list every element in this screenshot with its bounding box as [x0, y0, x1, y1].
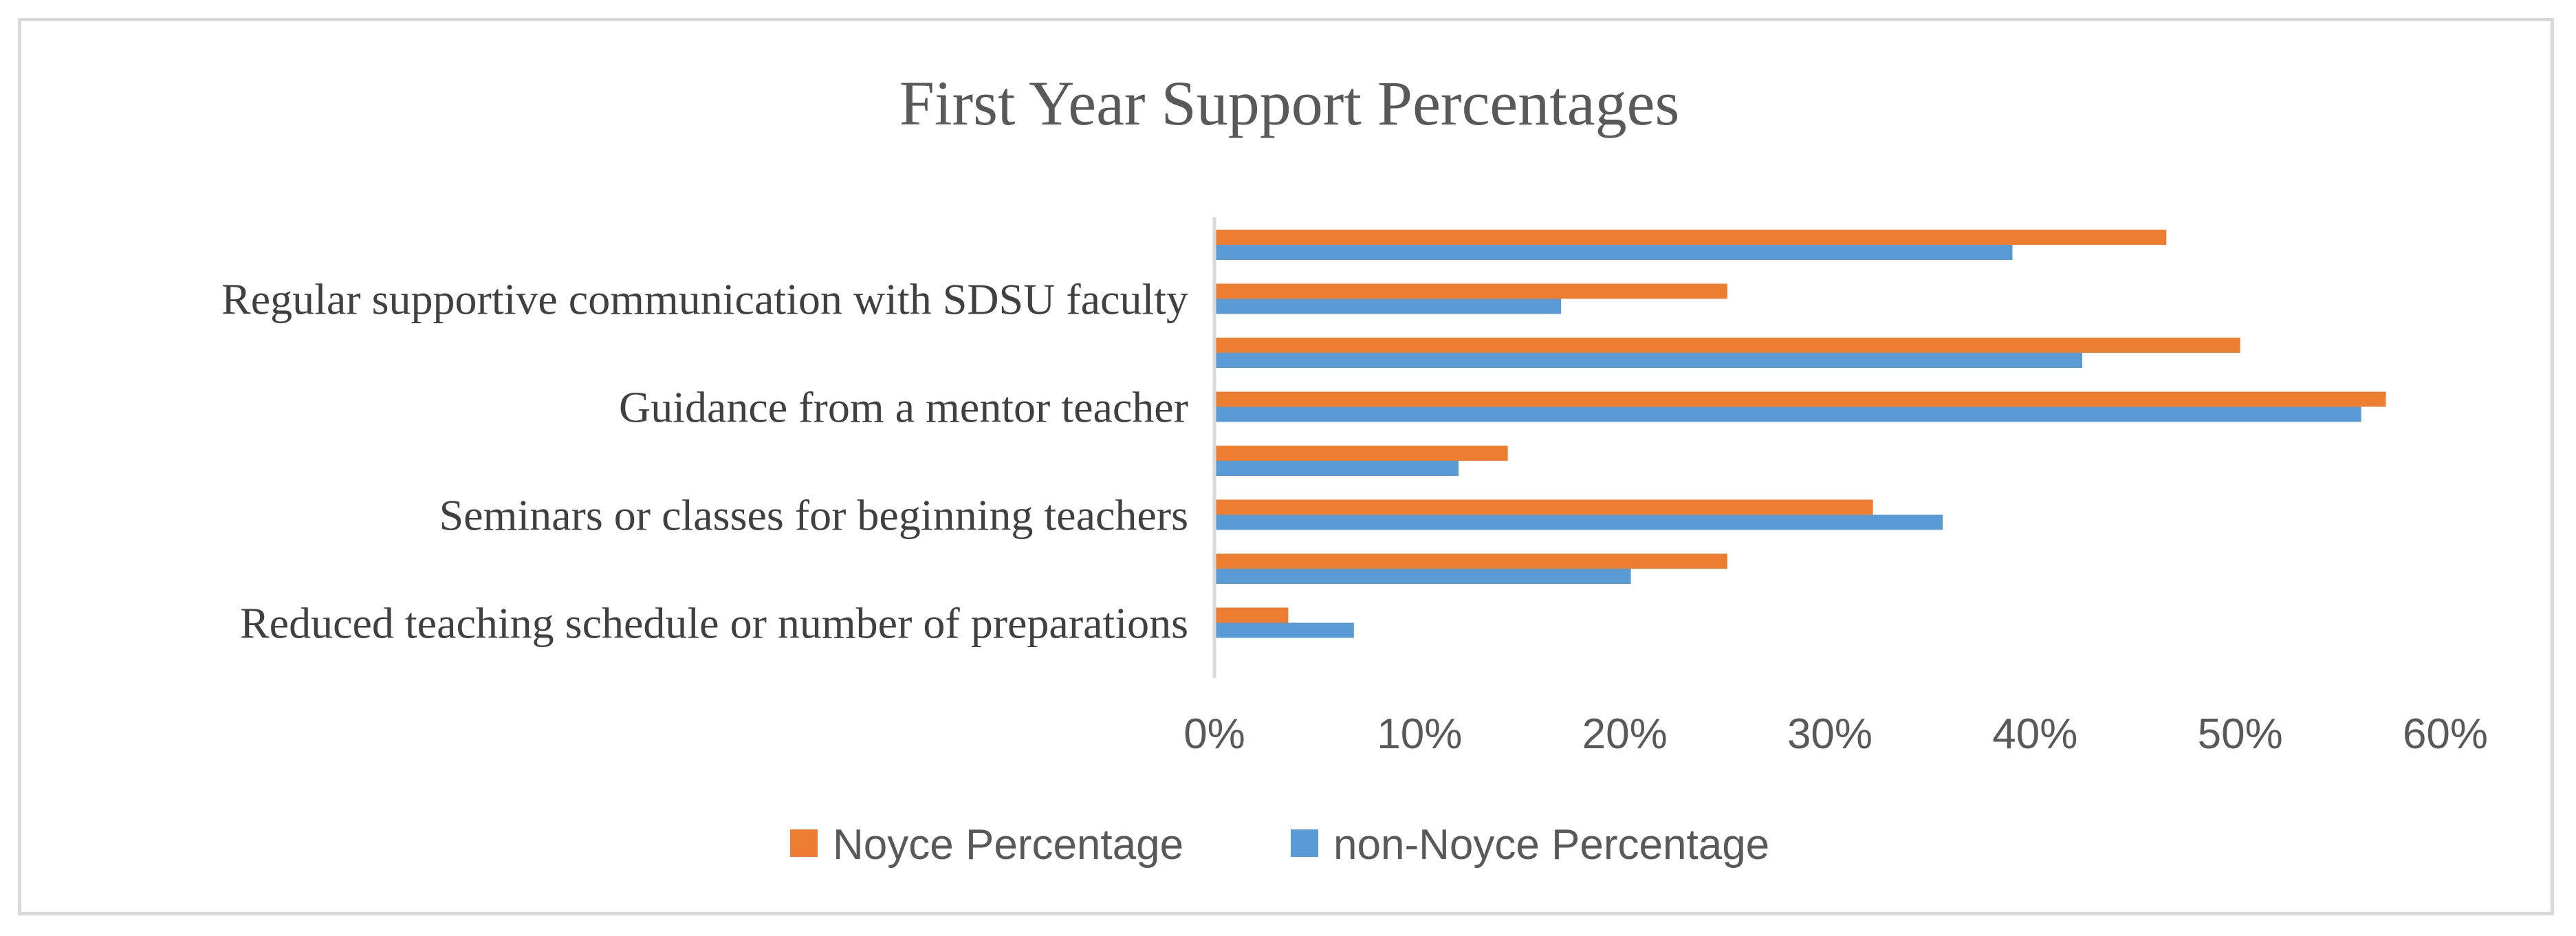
bar-non-noyce-4	[1214, 461, 1459, 476]
category-label-7: Reduced teaching schedule or number of p…	[240, 599, 1188, 648]
bar-noyce-2	[1214, 338, 2240, 353]
bar-non-noyce-5	[1214, 514, 1943, 530]
x-tick-label-1: 10%	[1377, 710, 1462, 758]
category-label-1: Regular supportive communication with SD…	[221, 275, 1188, 324]
legend-label-1: non-Noyce Percentage	[1333, 821, 1769, 869]
legend: Noyce Percentage non-Noyce Percentage	[790, 821, 1769, 869]
bar-noyce-1	[1214, 283, 1727, 299]
chart-svg: First Year Support Percentages Regular s…	[221, 68, 2488, 869]
bar-non-noyce-2	[1214, 353, 2082, 368]
x-tick-label-6: 60%	[2403, 710, 2488, 758]
x-tick-label-4: 40%	[1992, 710, 2077, 758]
bars-layer	[1214, 230, 2386, 638]
bar-noyce-4	[1214, 446, 1508, 461]
bar-noyce-7	[1214, 607, 1289, 623]
bar-non-noyce-0	[1214, 245, 2013, 260]
x-tick-label-0: 0%	[1183, 710, 1245, 758]
bar-noyce-3	[1214, 391, 2386, 407]
category-label-3: Guidance from a mentor teacher	[619, 383, 1188, 432]
bar-non-noyce-7	[1214, 622, 1354, 638]
x-tick-label-2: 20%	[1582, 710, 1668, 758]
chart-frame: First Year Support Percentages Regular s…	[18, 18, 2554, 915]
x-tick-label-3: 30%	[1787, 710, 1873, 758]
x-tick-labels: 0% 10% 20% 30% 40% 50% 60%	[1183, 710, 2488, 758]
x-tick-label-5: 50%	[2198, 710, 2283, 758]
legend-swatch-1	[1291, 829, 1318, 857]
chart-title: First Year Support Percentages	[899, 68, 1680, 138]
bar-noyce-6	[1214, 554, 1727, 569]
category-labels: Regular supportive communication with SD…	[221, 275, 1188, 648]
bar-noyce-5	[1214, 499, 1873, 515]
bar-non-noyce-6	[1214, 569, 1631, 584]
category-label-5: Seminars or classes for beginning teache…	[439, 491, 1188, 540]
bar-non-noyce-3	[1214, 406, 2361, 422]
legend-swatch-0	[790, 829, 818, 857]
legend-label-0: Noyce Percentage	[833, 821, 1183, 869]
bar-noyce-0	[1214, 230, 2167, 245]
bar-non-noyce-1	[1214, 298, 1562, 314]
